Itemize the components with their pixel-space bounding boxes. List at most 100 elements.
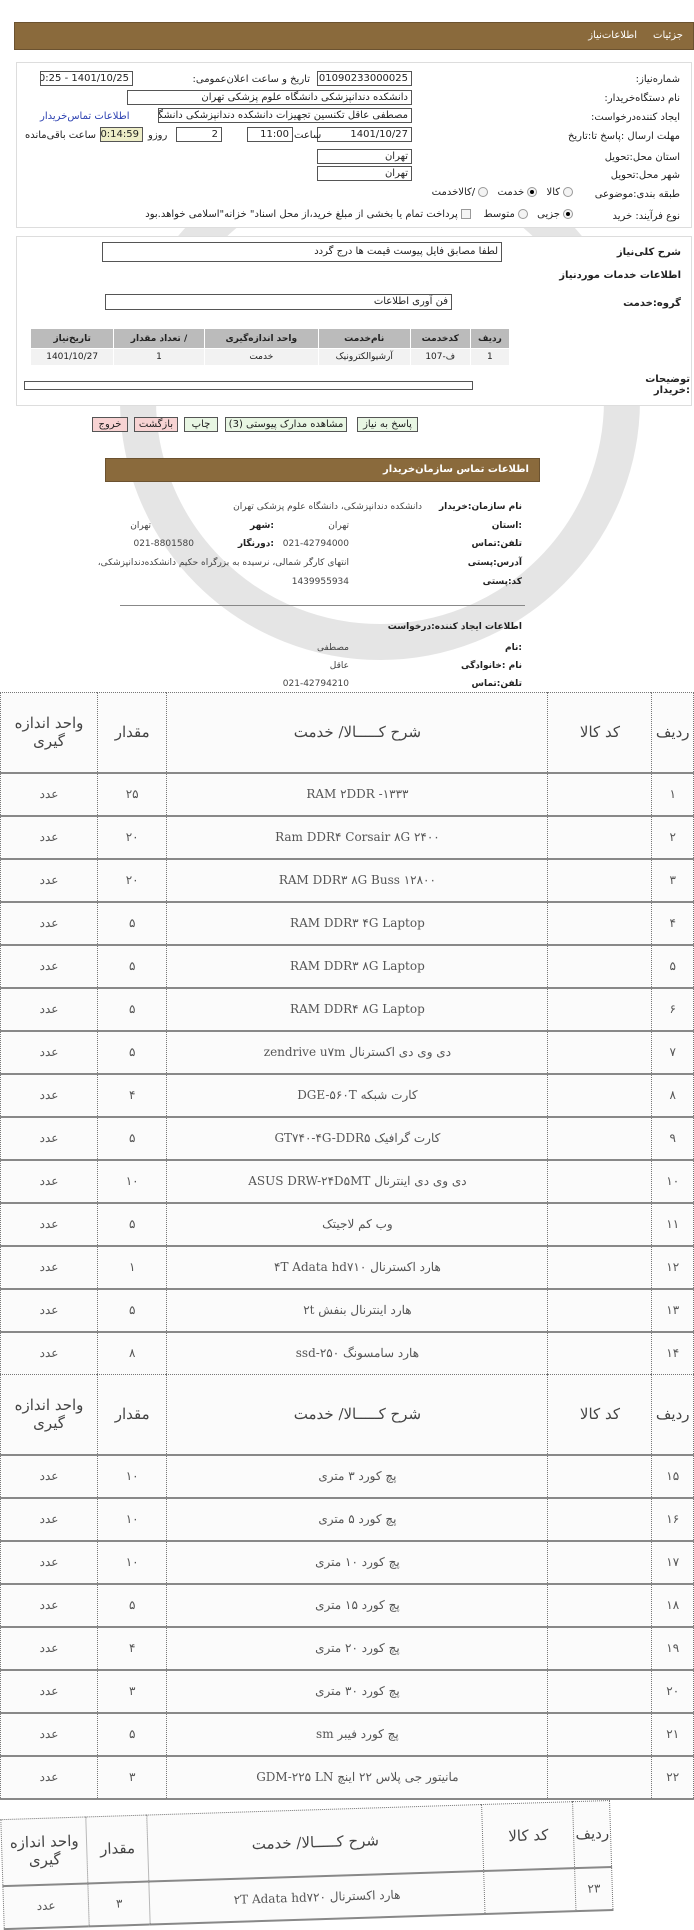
category-radio-goods-service[interactable] — [478, 187, 489, 197]
scan-item-cell: عدد — [0, 815, 99, 860]
category-radio-group: کالا خدمت /کالاخدمت — [432, 187, 576, 198]
name-value: مصطفی — [316, 643, 349, 653]
scanned-items-table-2: ردیف کد کالا شرح کـــــالا/ خدمت مقدار واحد … — [0, 1374, 694, 1800]
scan-item-cell: پچ کورد فیبر sm — [166, 1712, 549, 1757]
page-header-bar: جزئیات اطلاعات‌نیاز — [14, 22, 694, 50]
contact-header-bar: اطلاعات تماس سازمان‌خریدار — [105, 458, 540, 482]
scan-item-cell: عدد — [0, 858, 99, 903]
scanned-items-table-3: ردیف کد کالا شرح کـــــالا/ خدمت مقدار واحد … — [0, 1800, 614, 1930]
scan-item-row: ۴ RAM DDR۳ ۴G Laptop ۵ عدد — [0, 901, 694, 946]
scan-item-cell: ۱۳ — [651, 1288, 694, 1333]
summary-label: شرح کلی‌نیاز — [616, 247, 681, 258]
services-table: ردیف کدخدمت نام‌خدمت واحد اندازه‌گیری / تعدا… — [29, 328, 511, 366]
scan-item-cell: ۲۳ — [575, 1866, 613, 1911]
process-label: نوع فرآیند: خرید — [612, 211, 681, 222]
category-radio-goods[interactable] — [563, 187, 573, 197]
family-value: عاقل — [329, 661, 349, 671]
phone-label: تلفن:تماس — [471, 539, 522, 549]
scan-item-row: ۲ Ram DDR۴ Corsair ۸G ۲۴۰۰ ۲۰ عدد — [0, 815, 694, 860]
services-table-header: نام‌خدمت — [317, 328, 411, 349]
treasury-payment-checkbox[interactable] — [460, 209, 471, 219]
province-contact-value: تهران — [328, 521, 349, 531]
name-label: :نام — [505, 643, 522, 653]
scan-item-cell: عدد — [0, 1497, 99, 1542]
need-info-panel — [16, 62, 692, 228]
creator-phone-label: تلفن:تماس — [471, 679, 522, 689]
category-label: طبقه بندی:موضوعی — [594, 189, 680, 200]
scan-item-cell: پچ کورد ۳۰ متری — [166, 1669, 549, 1714]
back-button[interactable]: بازگشت — [134, 417, 178, 432]
scan-item-cell: ۱ — [97, 1245, 168, 1290]
scan-item-cell: ۲۵ — [97, 772, 168, 817]
services-table-header: واحد اندازه‌گیری — [203, 328, 319, 349]
scan-header-cell: شرح کـــــالا/ خدمت — [146, 1804, 484, 1882]
services-table-cell: خدمت — [203, 348, 319, 366]
creator-info-title: اطلاعات ایجاد کننده:درخواست — [387, 622, 522, 632]
scan-header-cell: واحد اندازه گیری — [0, 1816, 89, 1886]
scan-item-row: ۱۵ پچ کورد ۳ متری ۱۰ عدد — [0, 1454, 694, 1499]
treasury-payment-note: پرداخت تمام یا بخشی از مبلغ خرید،از محل … — [145, 209, 458, 220]
scan-item-cell: ۱۶ — [651, 1497, 694, 1542]
scan-header-cell: مقدار — [97, 1374, 168, 1456]
exit-button[interactable]: خروج — [92, 417, 128, 432]
scan-item-cell: ۵ — [97, 901, 168, 946]
city-field: تهران — [317, 166, 412, 181]
buyer-contact-link[interactable]: اطلاعات تماس‌خریدار — [40, 111, 130, 122]
view-attachments-button[interactable]: مشاهده مدارک پیوستی (3) — [225, 417, 347, 432]
process-option-medium: متوسط — [483, 209, 515, 220]
address-value: انتهای کارگر شمالی، نرسیده به بزرگراه حک… — [97, 558, 349, 568]
scan-item-cell: کارت گرافیک GT۷۴۰-۴G-DDR۵ — [166, 1116, 549, 1161]
scan-item-cell: عدد — [0, 1159, 99, 1204]
scan-item-cell: عدد — [0, 944, 99, 989]
scanned-items-table-1: ردیف کد کالا شرح کـــــالا/ خدمت مقدار واحد … — [0, 692, 694, 1376]
services-table-header: تاریخ‌نیاز — [29, 328, 115, 349]
scan-item-cell: عدد — [2, 1882, 90, 1929]
scan-item-cell: ۱ — [651, 772, 694, 817]
services-table-cell: 1401/10/27 — [29, 348, 115, 366]
org-value: دانشکده دندانپزشکی، دانشگاه علوم پزشکی ت… — [233, 502, 422, 512]
scan-header-cell: شرح کـــــالا/ خدمت — [166, 1374, 549, 1456]
scan-item-cell: عدد — [0, 1755, 99, 1800]
print-button[interactable]: چاپ — [184, 417, 218, 432]
category-radio-service[interactable] — [527, 187, 538, 197]
province-label: استان محل:تحویل — [604, 152, 680, 163]
scan-header-cell: ردیف — [573, 1800, 612, 1868]
group-label: گروه:خدمت — [623, 298, 681, 309]
postal-label: کد:پستی — [482, 577, 522, 587]
scan-item-cell: عدد — [0, 901, 99, 946]
services-table-header: ردیف — [469, 328, 511, 349]
scan-item-cell: ۵ — [97, 1288, 168, 1333]
category-option-goods-service: /کالاخدمت — [431, 187, 476, 198]
scan-item-cell: ۵ — [97, 1712, 168, 1757]
fax-label: :دورنگار — [237, 539, 274, 549]
scan-item-row: ۲۲ مانیتور جی پلاس ۲۲ اینچ GDM-۲۲۵ LN ۳ عدد — [0, 1755, 694, 1800]
reply-button[interactable]: پاسخ به نیاز — [357, 417, 418, 432]
scan-item-cell: ۱۰ — [651, 1159, 694, 1204]
scan-item-cell: ۲۱ — [651, 1712, 694, 1757]
city-label: شهر محل:تحویل — [610, 170, 680, 181]
scan-header-cell: ردیف — [651, 692, 694, 774]
scan-item-cell: عدد — [0, 1288, 99, 1333]
scan-item-row: ۱۸ پچ کورد ۱۵ متری ۵ عدد — [0, 1583, 694, 1628]
scan-item-cell: عدد — [0, 1583, 99, 1628]
need-number-label: شماره‌نیاز: — [635, 74, 680, 85]
scan-item-row: ۱۱ وب کم لاجیتک ۵ عدد — [0, 1202, 694, 1247]
scan-item-cell: عدد — [0, 772, 99, 817]
group-field: فن آوری اطلاعات — [105, 294, 452, 310]
phone-value: 021-42794000 — [282, 539, 349, 549]
scan-item-cell: عدد — [0, 1331, 99, 1376]
services-table-cell: 1 — [113, 348, 205, 366]
scan-item-cell: عدد — [0, 1202, 99, 1247]
scan-item-row: ۲۰ پچ کورد ۳۰ متری ۳ عدد — [0, 1669, 694, 1714]
scan-item-cell: ۱۰ — [97, 1454, 168, 1499]
deadline-time-field: 11:00 — [247, 127, 293, 142]
process-radio-medium[interactable] — [517, 209, 528, 219]
address-label: آدرس:پستی — [467, 558, 522, 568]
process-radio-minor[interactable] — [563, 209, 573, 219]
tab-details[interactable]: جزئیات — [653, 30, 683, 41]
fax-value: 021-8801580 — [133, 539, 194, 549]
scan-item-cell: کارت شبکه DGE-۵۶۰T — [166, 1073, 549, 1118]
tab-need-info[interactable]: اطلاعات‌نیاز — [588, 30, 637, 41]
deadline-label: مهلت ارسال :پاسخ تا:تاریخ — [567, 131, 680, 142]
scan-item-row: ۶ RAM DDR۴ ۸G Laptop ۵ عدد — [0, 987, 694, 1032]
